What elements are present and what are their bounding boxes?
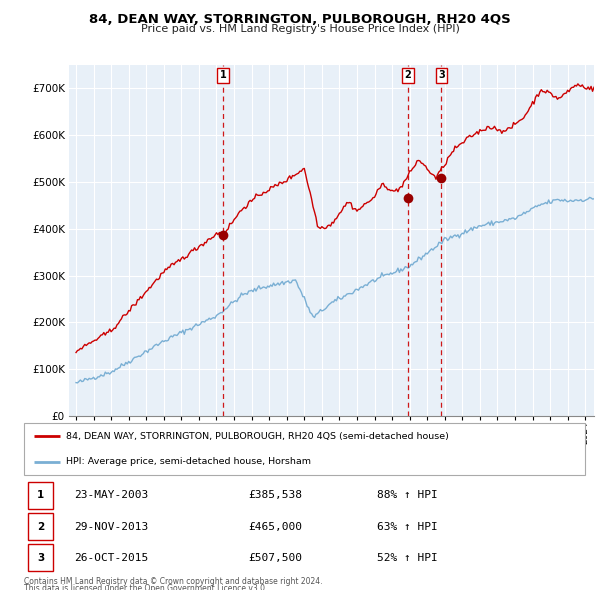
FancyBboxPatch shape xyxy=(28,513,53,540)
Text: This data is licensed under the Open Government Licence v3.0.: This data is licensed under the Open Gov… xyxy=(24,584,268,590)
Text: 2: 2 xyxy=(37,522,44,532)
Text: 88% ↑ HPI: 88% ↑ HPI xyxy=(377,490,438,500)
Text: 26-OCT-2015: 26-OCT-2015 xyxy=(74,553,149,563)
Text: £507,500: £507,500 xyxy=(248,553,302,563)
Text: Price paid vs. HM Land Registry's House Price Index (HPI): Price paid vs. HM Land Registry's House … xyxy=(140,24,460,34)
Text: 3: 3 xyxy=(438,70,445,80)
Text: 1: 1 xyxy=(220,70,227,80)
Text: 3: 3 xyxy=(37,553,44,563)
Text: 23-MAY-2003: 23-MAY-2003 xyxy=(74,490,149,500)
Text: £385,538: £385,538 xyxy=(248,490,302,500)
Text: HPI: Average price, semi-detached house, Horsham: HPI: Average price, semi-detached house,… xyxy=(66,457,311,467)
FancyBboxPatch shape xyxy=(28,482,53,509)
Text: £465,000: £465,000 xyxy=(248,522,302,532)
Text: Contains HM Land Registry data © Crown copyright and database right 2024.: Contains HM Land Registry data © Crown c… xyxy=(24,577,323,586)
FancyBboxPatch shape xyxy=(24,423,585,475)
Text: 84, DEAN WAY, STORRINGTON, PULBOROUGH, RH20 4QS: 84, DEAN WAY, STORRINGTON, PULBOROUGH, R… xyxy=(89,13,511,26)
Text: 84, DEAN WAY, STORRINGTON, PULBOROUGH, RH20 4QS (semi-detached house): 84, DEAN WAY, STORRINGTON, PULBOROUGH, R… xyxy=(66,431,449,441)
Text: 2: 2 xyxy=(404,70,412,80)
Text: 1: 1 xyxy=(37,490,44,500)
Text: 52% ↑ HPI: 52% ↑ HPI xyxy=(377,553,438,563)
Text: 29-NOV-2013: 29-NOV-2013 xyxy=(74,522,149,532)
FancyBboxPatch shape xyxy=(28,544,53,571)
Text: 63% ↑ HPI: 63% ↑ HPI xyxy=(377,522,438,532)
